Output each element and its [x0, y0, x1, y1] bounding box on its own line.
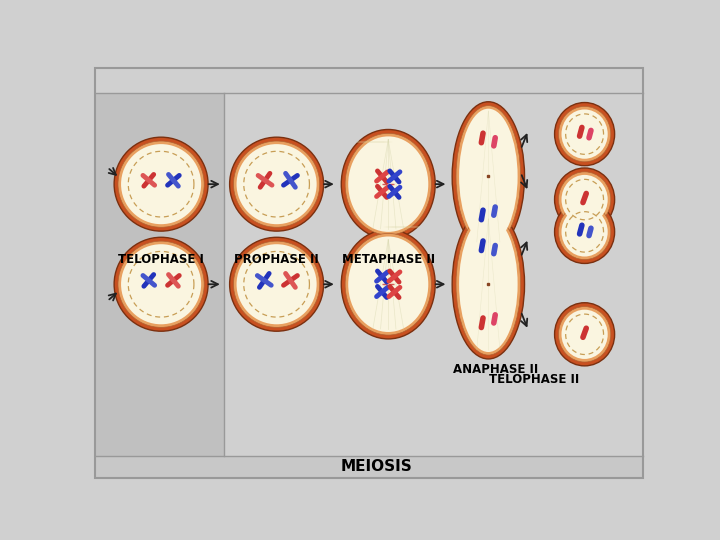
Ellipse shape: [554, 103, 615, 166]
Ellipse shape: [562, 207, 608, 256]
Ellipse shape: [459, 109, 518, 244]
Ellipse shape: [348, 237, 428, 332]
Text: TELOPHASE II: TELOPHASE II: [490, 373, 580, 386]
Ellipse shape: [345, 133, 431, 235]
Ellipse shape: [452, 210, 525, 359]
Text: PROPHASE II: PROPHASE II: [234, 253, 319, 266]
Ellipse shape: [118, 241, 204, 327]
Ellipse shape: [554, 168, 615, 231]
Ellipse shape: [559, 172, 611, 227]
Ellipse shape: [559, 106, 611, 162]
Text: MEIOSIS: MEIOSIS: [341, 459, 413, 474]
Ellipse shape: [114, 137, 208, 231]
Ellipse shape: [562, 175, 608, 224]
Ellipse shape: [237, 244, 317, 325]
Ellipse shape: [118, 141, 204, 227]
Ellipse shape: [341, 230, 435, 339]
Ellipse shape: [554, 200, 615, 264]
Ellipse shape: [459, 217, 518, 352]
Ellipse shape: [233, 241, 320, 327]
Ellipse shape: [456, 213, 521, 355]
Ellipse shape: [121, 244, 201, 325]
FancyBboxPatch shape: [95, 456, 643, 477]
Ellipse shape: [114, 237, 208, 331]
Ellipse shape: [233, 141, 320, 227]
Ellipse shape: [345, 233, 431, 335]
Ellipse shape: [121, 144, 201, 224]
FancyBboxPatch shape: [95, 92, 224, 456]
Ellipse shape: [452, 102, 525, 251]
Text: TELOPHASE I: TELOPHASE I: [118, 253, 204, 266]
Ellipse shape: [348, 137, 428, 232]
Ellipse shape: [562, 309, 608, 359]
Ellipse shape: [554, 303, 615, 366]
Ellipse shape: [230, 137, 323, 231]
Ellipse shape: [559, 307, 611, 362]
Text: METAPHASE II: METAPHASE II: [342, 253, 435, 266]
Ellipse shape: [341, 130, 435, 239]
Ellipse shape: [562, 110, 608, 159]
Ellipse shape: [230, 237, 323, 331]
Ellipse shape: [456, 106, 521, 247]
Ellipse shape: [237, 144, 317, 224]
Ellipse shape: [559, 204, 611, 260]
Text: ANAPHASE II: ANAPHASE II: [454, 363, 539, 376]
